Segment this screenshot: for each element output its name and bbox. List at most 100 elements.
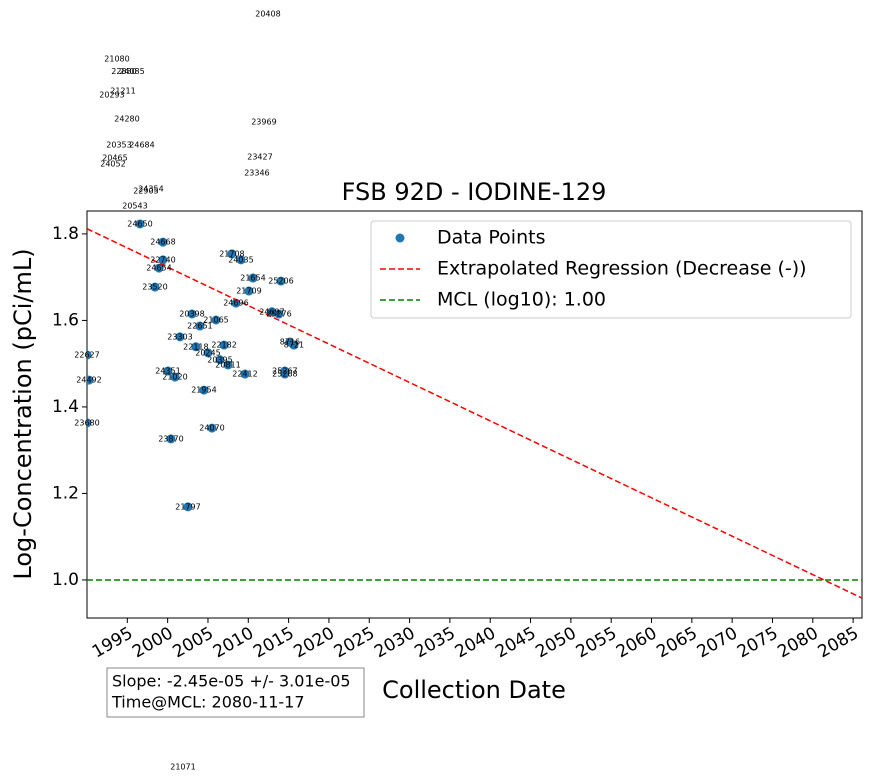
y-tick-label: 1.8 xyxy=(52,224,79,244)
data-point xyxy=(276,276,286,286)
point-label: 21211 xyxy=(110,86,135,95)
point-label: 22118 xyxy=(183,342,208,351)
point-label: 25267 xyxy=(272,367,297,376)
point-label: 8721 xyxy=(284,341,304,350)
data-point xyxy=(87,350,92,360)
point-label: 21954 xyxy=(191,386,216,395)
point-label: 24035 xyxy=(228,255,253,264)
point-label: 23969 xyxy=(251,117,276,126)
point-label: 21709 xyxy=(236,287,261,296)
point-label: 20245 xyxy=(195,348,220,357)
data-point xyxy=(175,332,185,342)
data-point xyxy=(187,309,197,319)
point-label: 25206 xyxy=(268,277,293,286)
x-tick-label: 2060 xyxy=(613,623,660,662)
data-point xyxy=(158,237,168,247)
point-label: 20293 xyxy=(99,91,124,100)
point-label: 22627 xyxy=(74,351,99,360)
data-point xyxy=(170,372,180,382)
data-point xyxy=(227,249,237,259)
y-tick-label: 1.6 xyxy=(52,310,79,330)
x-tick-label: 2015 xyxy=(250,623,297,662)
point-label: 21020 xyxy=(162,373,187,382)
data-point xyxy=(191,342,201,352)
point-label: 21071 xyxy=(170,762,195,771)
x-tick-label: 2065 xyxy=(653,623,700,662)
x-tick-label: 2050 xyxy=(532,623,579,662)
data-point xyxy=(195,321,205,331)
x-tick-label: 2070 xyxy=(694,623,741,662)
x-tick-label: 2080 xyxy=(774,623,821,662)
point-label: 24354 xyxy=(138,184,163,193)
x-tick-label: 2025 xyxy=(331,623,378,662)
point-label: 24650 xyxy=(127,219,152,228)
point-label: 23346 xyxy=(244,168,269,177)
point-label: 21654 xyxy=(240,274,265,283)
point-label: 20543 xyxy=(122,201,147,210)
point-label: 20811 xyxy=(215,360,240,369)
data-point xyxy=(150,282,160,292)
data-point xyxy=(154,263,164,273)
point-label: 23680 xyxy=(74,418,99,427)
x-tick-label: 2085 xyxy=(815,623,862,662)
annotation-text: Slope: -2.45e-05 +/- 3.01e-05 xyxy=(112,672,351,691)
point-label: 8716 xyxy=(280,338,300,347)
point-label: 22905 xyxy=(133,187,158,196)
legend-label: Data Points xyxy=(437,227,545,249)
data-point xyxy=(166,434,176,444)
point-label: 24684 xyxy=(129,140,154,149)
point-label: 22412 xyxy=(232,370,257,379)
point-label: 22880 xyxy=(111,67,136,76)
legend-box xyxy=(370,220,852,319)
x-tick-label: 2000 xyxy=(129,623,176,662)
legend-marker xyxy=(395,233,405,243)
data-point xyxy=(207,423,217,433)
point-label: 20465 xyxy=(102,153,127,162)
point-label: 22182 xyxy=(211,341,236,350)
point-label: 24668 xyxy=(150,238,175,247)
data-point xyxy=(219,340,229,350)
data-point xyxy=(87,418,92,428)
line xyxy=(87,228,862,599)
x-tick-label: 2030 xyxy=(371,623,418,662)
x-tick-label: 2040 xyxy=(452,623,499,662)
point-label: 20395 xyxy=(207,355,232,364)
point-label: 24492 xyxy=(76,376,101,385)
legend-label: MCL (log10): 1.00 xyxy=(437,289,606,311)
annotation-box xyxy=(106,667,365,718)
data-point xyxy=(203,348,213,358)
data-point xyxy=(240,369,250,379)
point-label: 24654 xyxy=(146,264,171,273)
data-point xyxy=(211,315,221,325)
point-label: 20398 xyxy=(179,309,204,318)
x-tick-label: 2020 xyxy=(290,623,337,662)
data-point xyxy=(280,369,290,379)
data-point xyxy=(274,309,284,319)
point-label: 22740 xyxy=(150,255,175,264)
point-label: 21797 xyxy=(175,502,200,511)
data-point xyxy=(183,502,193,512)
annotation-text: Time@MCL: 2080-11-17 xyxy=(111,693,305,712)
y-axis-label: Log-Concentration (pCi/mL) xyxy=(9,248,37,579)
x-axis-label: Collection Date xyxy=(382,676,566,704)
x-tick-label: 2010 xyxy=(210,623,257,662)
x-tick-label: 2045 xyxy=(492,623,539,662)
plot-clip xyxy=(87,219,862,599)
point-label: 25276 xyxy=(266,309,291,318)
point-label: 21708 xyxy=(219,249,244,258)
y-tick-label: 1.4 xyxy=(52,397,79,417)
data-point xyxy=(223,360,233,370)
point-label: 24052 xyxy=(100,159,125,168)
data-point xyxy=(158,255,168,265)
point-label: 24696 xyxy=(223,299,248,308)
point-label: 20353 xyxy=(106,140,131,149)
point-label: 22651 xyxy=(187,322,212,331)
x-tick-label: 2075 xyxy=(734,623,781,662)
point-label: 21080 xyxy=(104,54,129,63)
chart-title: FSB 92D - IODINE-129 xyxy=(342,178,607,206)
y-tick-label: 1.0 xyxy=(52,570,79,590)
x-tick-label: 2035 xyxy=(411,623,458,662)
data-point xyxy=(244,286,254,296)
